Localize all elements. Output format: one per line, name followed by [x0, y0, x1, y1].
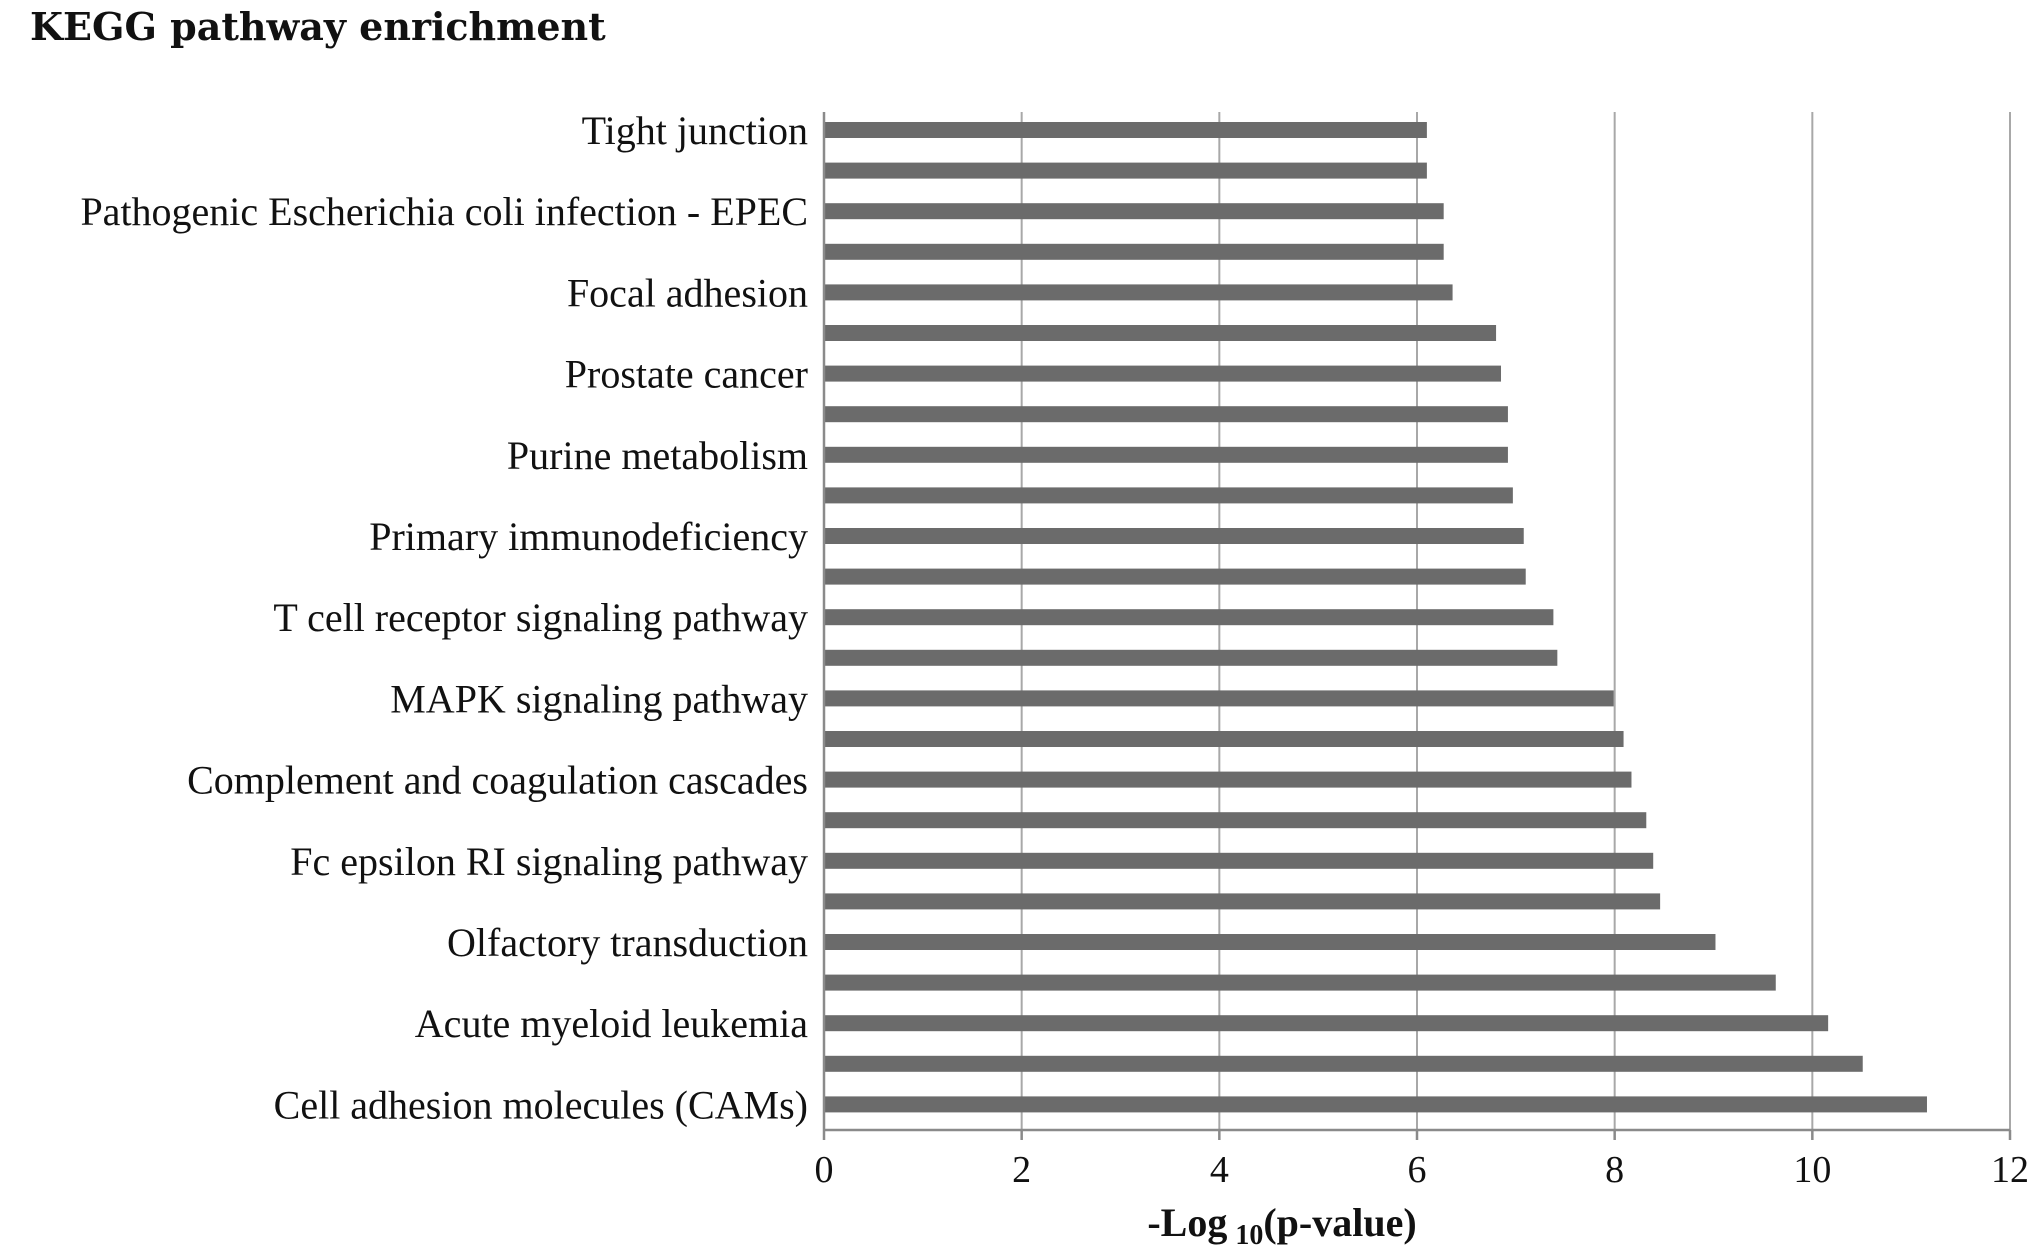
x-tick-label: 2 [1012, 1149, 1031, 1191]
bar [824, 731, 1624, 747]
bar [824, 1015, 1829, 1032]
x-tick-label: 12 [1991, 1149, 2029, 1191]
bar [824, 284, 1453, 301]
bars [824, 122, 1927, 1113]
bar [824, 203, 1444, 220]
x-tick-label: 6 [1408, 1149, 1427, 1191]
bar [824, 528, 1524, 544]
bar [824, 365, 1502, 382]
x-tick-label: 8 [1605, 1149, 1624, 1191]
bar [824, 487, 1513, 504]
bar [824, 609, 1554, 626]
bar [824, 812, 1647, 829]
category-label: Tight junction [582, 108, 808, 153]
bar [824, 771, 1632, 788]
category-label: Acute myeloid leukemia [415, 1001, 808, 1046]
bar [824, 1096, 1927, 1113]
category-labels: Tight junction Pathogenic Escherichia col… [80, 108, 808, 1127]
bar [824, 1055, 1863, 1072]
bar [824, 649, 1558, 666]
bar [824, 162, 1427, 179]
bar [824, 568, 1526, 585]
category-label: Olfactory transduction [447, 920, 808, 965]
bar [824, 934, 1716, 950]
x-tick-label: 10 [1793, 1149, 1831, 1191]
x-axis-title-tail: (p-value) [1263, 1200, 1416, 1245]
bar [824, 893, 1661, 910]
x-tick-label: 4 [1210, 1149, 1229, 1191]
x-axis-title-main: -Log [1147, 1200, 1227, 1245]
category-label: MAPK signaling pathway [390, 676, 808, 721]
bar [824, 243, 1444, 260]
bar [824, 406, 1508, 423]
category-label: T cell receptor signaling pathway [273, 595, 808, 640]
x-tick-label: 0 [815, 1149, 834, 1191]
category-label: Fc epsilon RI signaling pathway [290, 839, 808, 884]
category-label: Primary immunodeficiency [369, 514, 808, 559]
category-label: Pathogenic Escherichia coli infection - … [80, 189, 808, 234]
category-label: Focal adhesion [567, 270, 808, 315]
bar [824, 122, 1427, 138]
category-label: Cell adhesion molecules (CAMs) [274, 1082, 808, 1127]
x-axis-title-subscript: 10 [1235, 1220, 1263, 1251]
bar [824, 852, 1654, 869]
bar [824, 446, 1508, 463]
category-label: Complement and coagulation cascades [187, 758, 808, 803]
category-label: Purine metabolism [507, 433, 808, 478]
category-label: Prostate cancer [565, 352, 808, 397]
bar [824, 325, 1497, 341]
bar [824, 690, 1614, 707]
tick-labels: 0 2 4 6 8 10 12 [815, 1149, 2030, 1191]
bar [824, 974, 1776, 991]
chart-title: KEGG pathway enrichment [30, 4, 606, 49]
axes [822, 112, 2012, 1140]
x-axis-title: -Log 10(p-value) [1147, 1200, 1416, 1251]
